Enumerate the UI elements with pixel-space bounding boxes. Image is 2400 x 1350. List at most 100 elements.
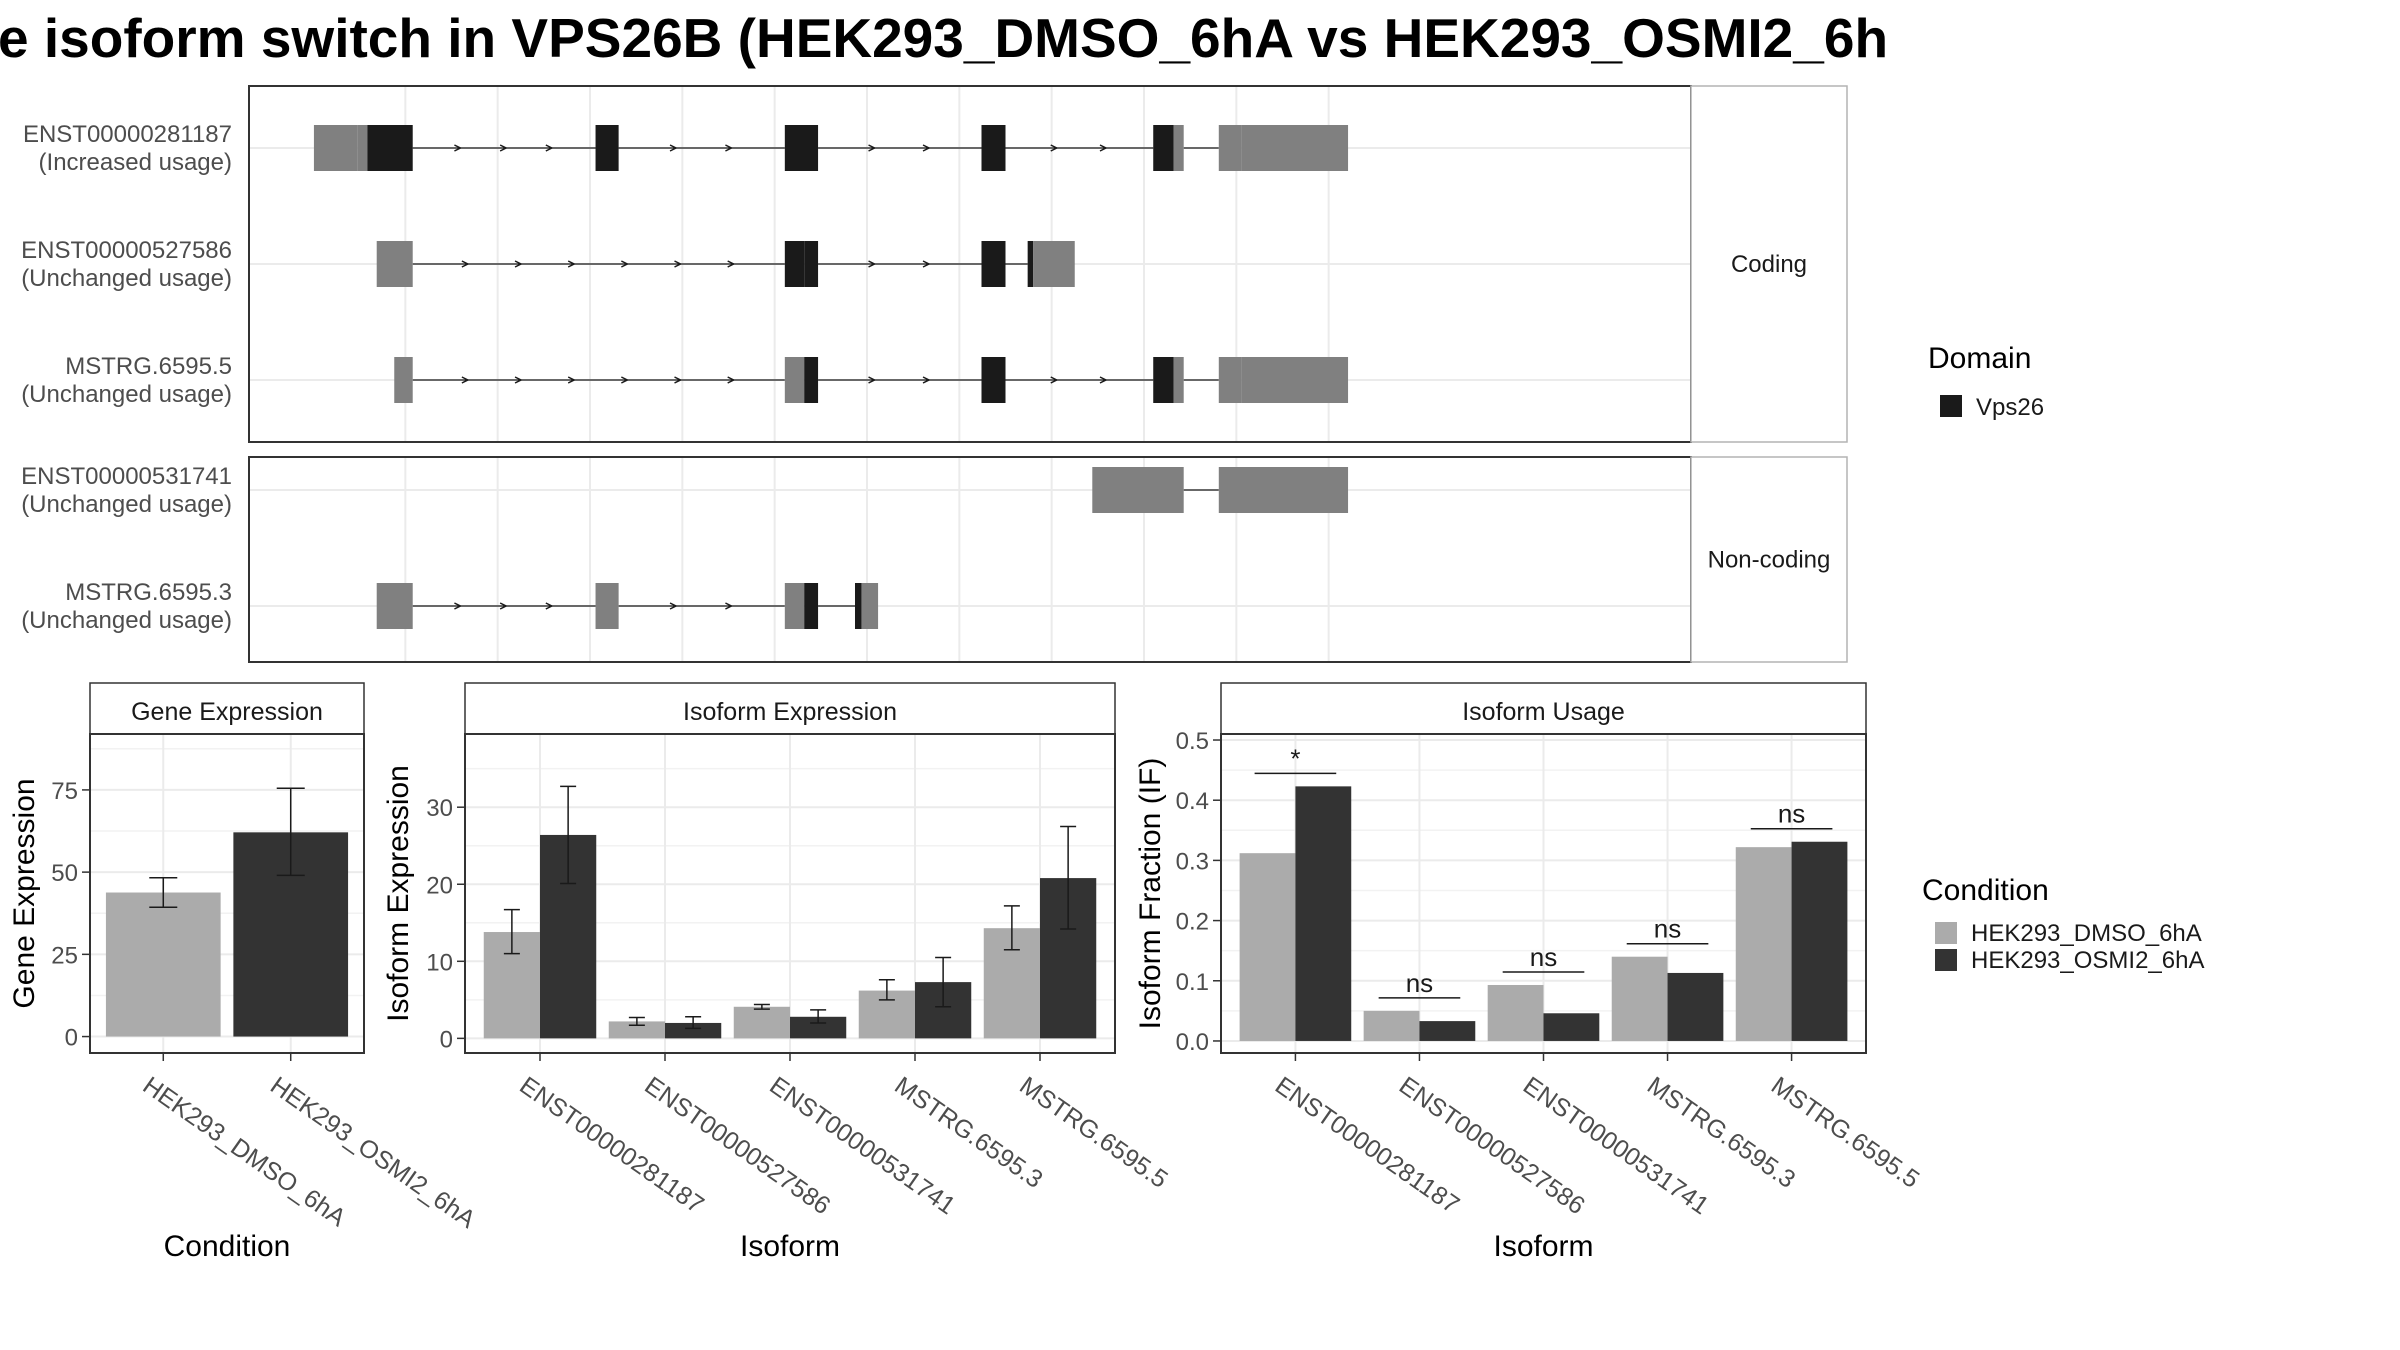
- intron-arrow: [545, 602, 554, 610]
- exon-utr: [1218, 125, 1242, 171]
- intron-arrow: [514, 260, 523, 268]
- exon-domain-vps26: [804, 241, 819, 287]
- exon-utr: [1173, 125, 1184, 171]
- intron-arrow: [499, 144, 508, 152]
- intron-arrow: [567, 376, 576, 384]
- transcript-id-label: ENST00000531741: [21, 463, 232, 490]
- intron-arrow: [545, 144, 554, 152]
- facet-strip: [1690, 456, 1848, 663]
- exon-utr: [1173, 357, 1184, 403]
- exon-utr: [1241, 357, 1349, 403]
- bar: [608, 1021, 665, 1039]
- bar: [105, 892, 221, 1037]
- intron-arrow: [674, 376, 683, 384]
- bar-charts: Gene Expression 0 25 50 75 HEK293_DMSO_6hAHEK…: [8, 682, 1924, 1263]
- exon-domain-vps26: [804, 357, 819, 403]
- x-axis-title: Isoform: [740, 1230, 840, 1263]
- bar: [1487, 984, 1544, 1041]
- intron-arrow: [727, 376, 736, 384]
- intron-arrow: [669, 144, 678, 152]
- condition-legend-key: [1935, 922, 1957, 944]
- bar: [1791, 841, 1848, 1041]
- intron-arrow: [868, 376, 877, 384]
- exon-domain-vps26: [981, 357, 1006, 403]
- intron-arrow: [514, 376, 523, 384]
- exon-utr: [376, 583, 413, 629]
- y-axis-title: Gene Expression: [8, 778, 41, 1008]
- y-tick-label: 0.2: [1176, 909, 1209, 936]
- significance-label: ns: [1778, 799, 1805, 829]
- y-tick-label: 30: [426, 795, 453, 822]
- transcript-usage-label: (Increased usage): [39, 149, 232, 176]
- exon-domain-vps26: [854, 583, 862, 629]
- domain-legend-key: [1940, 395, 1962, 417]
- exon-utr: [595, 583, 619, 629]
- transcript-usage-label: (Unchanged usage): [21, 607, 232, 634]
- chart-title: Isoform Expression: [683, 698, 897, 726]
- facet-strip: [464, 682, 1116, 735]
- bar: [1667, 972, 1724, 1041]
- significance-label: ns: [1654, 914, 1681, 944]
- plot-panel-border: [89, 733, 365, 1054]
- exon-domain-vps26: [1153, 125, 1174, 171]
- intron-arrow: [461, 376, 470, 384]
- exon-utr: [376, 241, 413, 287]
- bar: [1239, 853, 1296, 1041]
- significance-label: *: [1290, 743, 1300, 773]
- exon-domain-vps26: [804, 583, 819, 629]
- intron-arrow: [621, 260, 630, 268]
- x-axis-title: Isoform: [1493, 1230, 1593, 1263]
- exon-domain-vps26: [784, 241, 805, 287]
- intron-arrow: [725, 144, 734, 152]
- y-axis-title: Isoform Expression: [382, 765, 415, 1022]
- intron-arrow: [922, 144, 931, 152]
- significance-label: ns: [1530, 942, 1557, 972]
- bar: [1543, 1013, 1600, 1041]
- exon-utr: [861, 583, 879, 629]
- bar: [665, 1022, 722, 1039]
- intron-arrow: [461, 260, 470, 268]
- y-tick-label: 0.5: [1176, 728, 1209, 755]
- y-tick-label: 25: [51, 942, 78, 969]
- condition-legend-label: HEK293_OSMI2_6hA: [1971, 947, 2204, 974]
- exon-utr: [1218, 467, 1349, 513]
- bar: [733, 1006, 790, 1039]
- exon-domain-vps26: [595, 125, 619, 171]
- y-tick-label: 10: [426, 949, 453, 976]
- condition-legend-key: [1935, 949, 1957, 971]
- exon-domain-vps26: [1027, 241, 1034, 287]
- figure-title: e isoform switch in VPS26B (HEK293_DMSO_…: [0, 7, 1888, 69]
- y-tick-label: 0.1: [1176, 969, 1209, 996]
- domain-legend-title: Domain: [1928, 342, 2031, 375]
- structure-panel-bg: [249, 457, 1691, 662]
- facet-strip-label: Non-coding: [1708, 547, 1831, 574]
- transcript-usage-label: (Unchanged usage): [21, 265, 232, 292]
- condition-legend-title: Condition: [1922, 874, 2049, 907]
- intron-arrow: [868, 260, 877, 268]
- exon-utr: [784, 357, 805, 403]
- exon-utr: [313, 125, 358, 171]
- intron-arrow: [1099, 376, 1108, 384]
- intron-arrow: [1050, 376, 1059, 384]
- intron-arrow: [727, 260, 736, 268]
- transcript-id-label: ENST00000527586: [21, 237, 232, 264]
- intron-arrow: [674, 260, 683, 268]
- y-axis-title: Isoform Fraction (IF): [1134, 758, 1167, 1030]
- exon-domain-vps26: [1153, 357, 1174, 403]
- transcript-usage-label: (Unchanged usage): [21, 491, 232, 518]
- exon-domain-vps26: [784, 125, 819, 171]
- transcript-structure-panel: Coding ENST00000281187(Increased usage) EN…: [21, 85, 1848, 663]
- exon-utr: [784, 583, 805, 629]
- bar: [1295, 786, 1352, 1041]
- intron-arrow: [454, 144, 463, 152]
- exon-utr: [357, 125, 368, 171]
- intron-arrow: [1050, 144, 1059, 152]
- bar: [1363, 1010, 1420, 1041]
- y-tick-label: 20: [426, 872, 453, 899]
- intron-arrow: [669, 602, 678, 610]
- bar: [1735, 847, 1792, 1041]
- exon-domain-vps26: [367, 125, 413, 171]
- y-tick-label: 50: [51, 860, 78, 887]
- intron-arrow: [922, 376, 931, 384]
